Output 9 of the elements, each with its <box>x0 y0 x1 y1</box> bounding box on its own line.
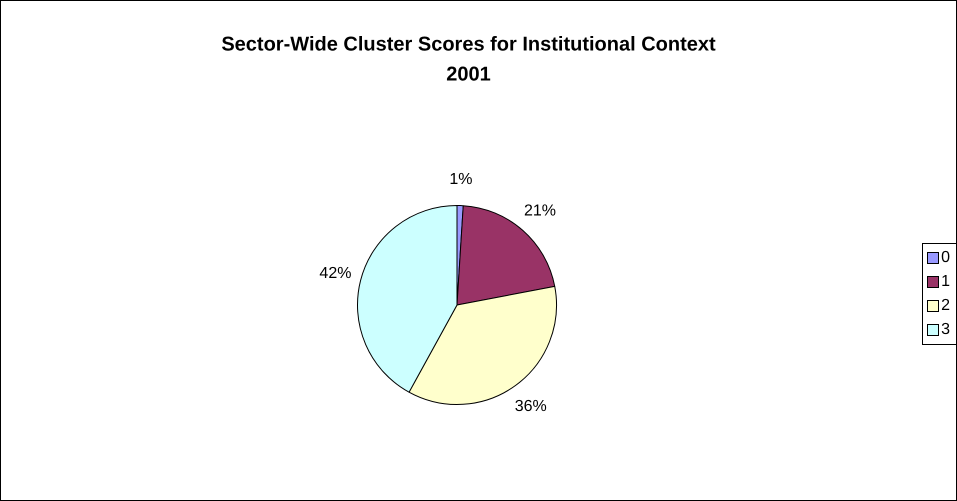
data-label: 1% <box>449 170 473 188</box>
data-label: 21% <box>524 202 556 220</box>
legend-label: 2 <box>941 297 950 315</box>
legend-label: 0 <box>941 249 950 267</box>
chart-title: Sector-Wide Cluster Scores for Institutional Context 2001 <box>221 34 716 86</box>
data-label: 42% <box>319 265 352 282</box>
data-label: 36% <box>514 398 547 415</box>
legend-label: 1 <box>941 273 950 291</box>
legend-label: 3 <box>941 321 950 339</box>
